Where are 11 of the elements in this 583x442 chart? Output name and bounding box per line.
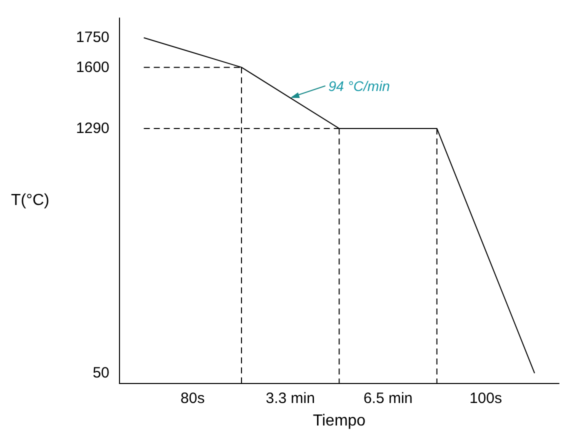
annotation: 94 °C/min bbox=[328, 78, 390, 94]
x-tick-label: 6.5 min bbox=[363, 390, 413, 407]
x-tick-label: 80s bbox=[180, 390, 205, 407]
y-tick-label: 1750 bbox=[76, 29, 110, 46]
y-tick-label: 50 bbox=[92, 364, 110, 382]
x-axis-title: Tiempo bbox=[312, 412, 366, 430]
x-tick-label: 100s bbox=[469, 390, 502, 407]
y-tick-label: 1600 bbox=[76, 58, 110, 76]
x-tick-label: 3.3 min bbox=[266, 390, 315, 407]
y-tick-label: 1290 bbox=[76, 120, 110, 137]
y-axis-title: T(°C) bbox=[10, 192, 50, 209]
